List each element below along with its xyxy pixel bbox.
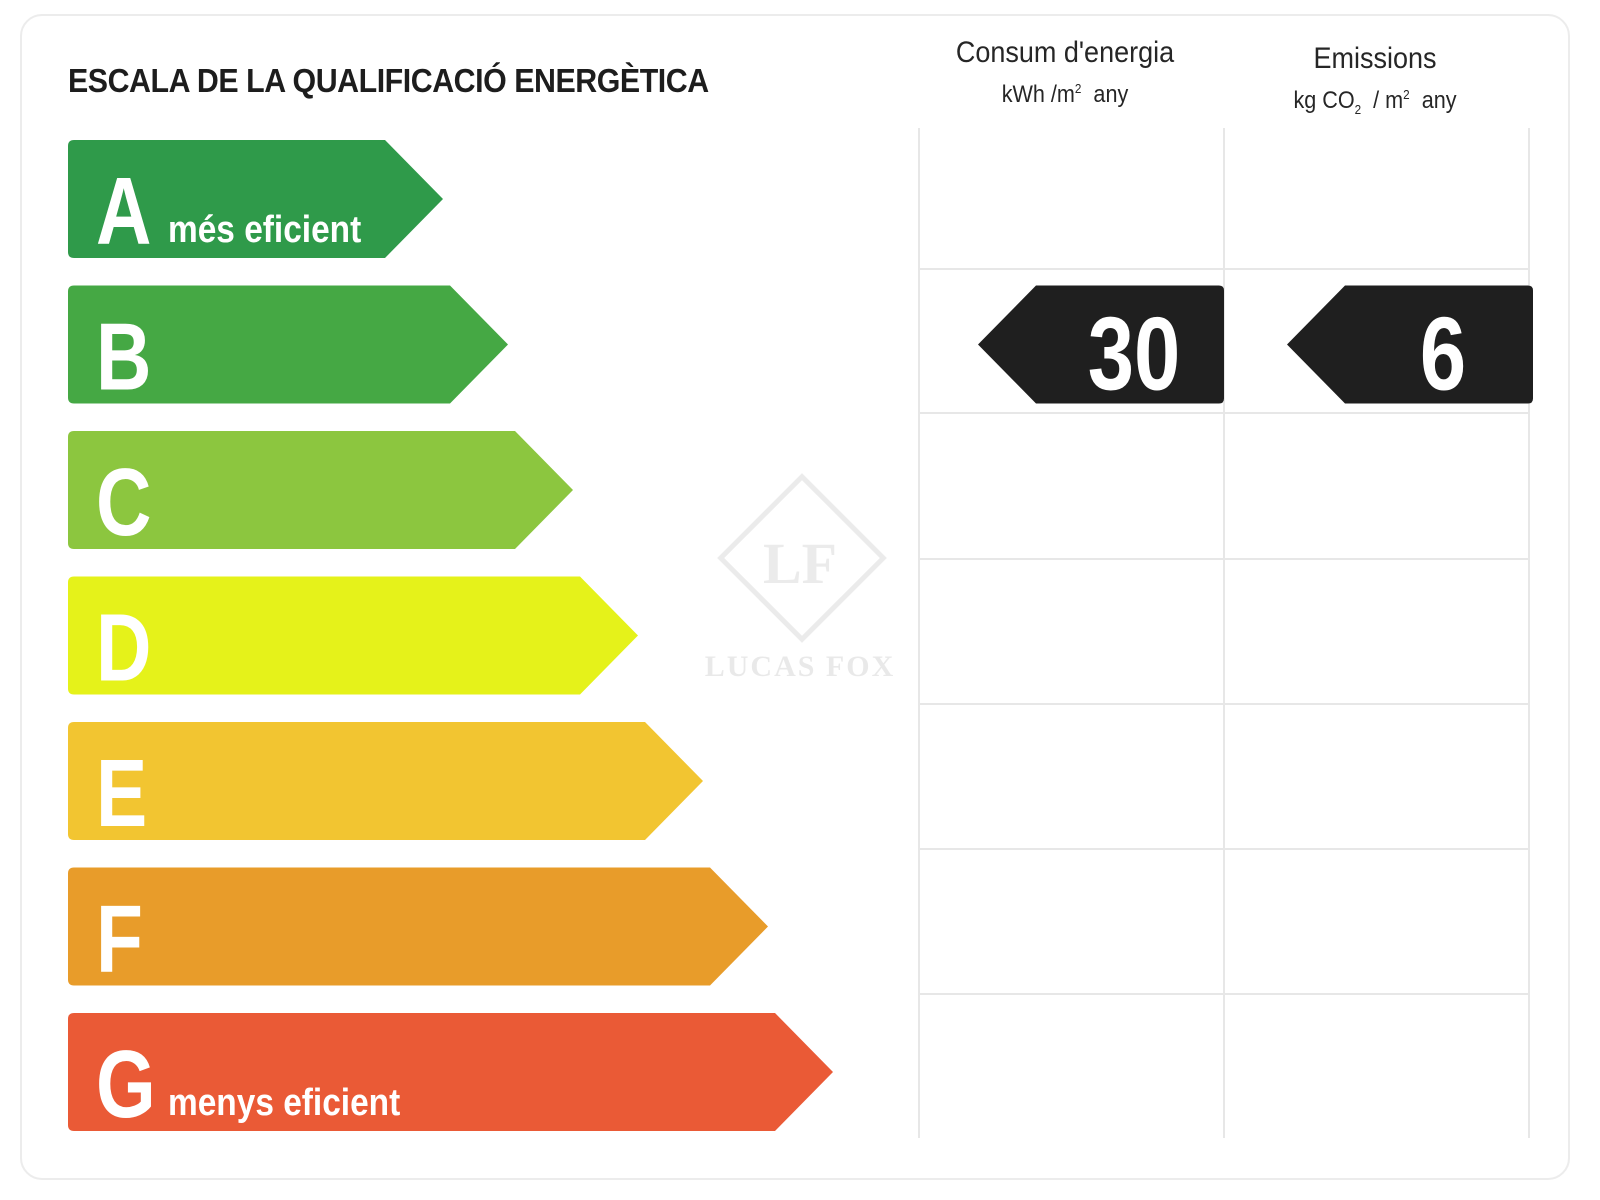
- class-letter: F: [96, 885, 143, 992]
- energy-class-b: B: [68, 285, 508, 410]
- class-arrow: [68, 431, 573, 549]
- grid-line: [920, 848, 1530, 850]
- energy-column-heading: Consum d'energia kWh /m2 any: [930, 34, 1200, 112]
- energy-class-c: C: [68, 431, 573, 556]
- page-title: ESCALA DE LA QUALIFICACIÓ ENERGÈTICA: [68, 62, 709, 99]
- class-letter: A: [96, 158, 151, 265]
- emissions-column-heading: Emissions kg CO2 / m2 any: [1240, 40, 1510, 127]
- class-letter: B: [96, 303, 151, 410]
- class-arrow: [68, 576, 638, 695]
- watermark-monogram: LF: [762, 531, 838, 596]
- energy-value-marker: 30: [978, 285, 1224, 412]
- class-letter: G: [96, 1031, 156, 1138]
- energy-heading: Consum d'energia: [955, 36, 1175, 69]
- emissions-heading: Emissions: [1313, 42, 1437, 75]
- class-letter: D: [96, 594, 151, 701]
- energy-class-d: D: [68, 576, 638, 701]
- grid-line: [920, 558, 1530, 560]
- marker-value: 30: [1088, 296, 1181, 412]
- grid-line: [918, 128, 920, 1138]
- grid-line: [920, 412, 1530, 414]
- grid-line: [1528, 128, 1530, 1138]
- grid-line: [920, 268, 1530, 270]
- energy-class-f: F: [68, 867, 768, 992]
- watermark-logo: LF LUCAS FOX: [690, 473, 910, 700]
- marker-arrow: [978, 285, 1224, 404]
- energy-class-e: E: [68, 722, 703, 847]
- grid-line: [920, 993, 1530, 995]
- class-label: menys eficient: [168, 1081, 400, 1123]
- class-arrow: [68, 1013, 833, 1131]
- watermark-text: LUCAS FOX: [704, 650, 896, 683]
- rating-markers: 30 6: [978, 285, 1533, 412]
- class-label: més eficient: [168, 208, 361, 250]
- marker-value: 6: [1420, 296, 1466, 412]
- class-letter: C: [96, 449, 151, 556]
- class-arrow: [68, 140, 443, 258]
- emissions-unit: kg CO2 / m2 any: [1293, 87, 1457, 117]
- emissions-value-marker: 6: [1287, 285, 1533, 412]
- energy-unit: kWh /m2 any: [1001, 81, 1129, 108]
- class-letter: E: [96, 740, 147, 847]
- class-arrow: [68, 285, 508, 404]
- grid-line: [920, 703, 1530, 705]
- class-arrow: [68, 722, 703, 840]
- class-arrow: [68, 867, 768, 986]
- grid-line: [1223, 128, 1225, 1138]
- marker-arrow: [1287, 285, 1533, 404]
